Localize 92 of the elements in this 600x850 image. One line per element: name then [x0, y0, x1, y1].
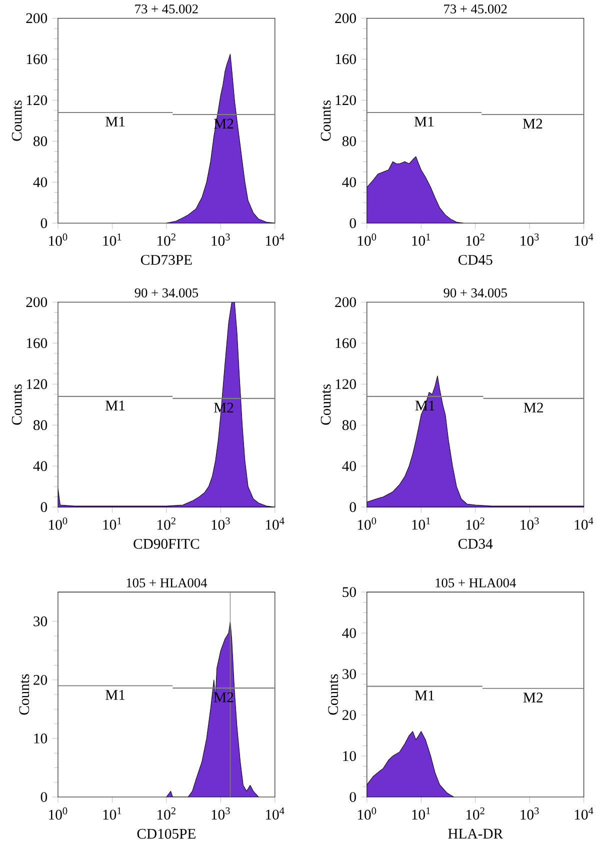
chart-title: 90 + 34.005 [134, 288, 198, 298]
x-tick-label: 10$^{2}$ [466, 234, 484, 246]
x-tick-label: 10$^{4}$ [574, 234, 594, 246]
x-tick-label: 10$^{2}$ [158, 807, 176, 820]
y-tick-label: 160 [336, 54, 356, 64]
y-tick-label: 40 [342, 461, 356, 472]
x-axis-title: CD73PE [141, 254, 192, 265]
x-tick-label: 10$^{0}$ [49, 807, 68, 820]
y-tick-label: 80 [342, 136, 356, 146]
x-tick-label: 10$^{3}$ [520, 807, 539, 820]
annotation: M1 [414, 116, 434, 126]
x-tick-label: 10$^{4}$ [266, 234, 284, 246]
y-axis-title: Counts [320, 100, 331, 141]
x-tick-label: 10$^{0}$ [49, 517, 68, 530]
x-tick-label: 10$^{3}$ [212, 517, 230, 530]
y-axis-title: Counts [328, 674, 338, 715]
y-axis-title: Counts [19, 674, 30, 715]
x-tick-label: 10$^{1}$ [412, 807, 430, 820]
annotation: M1 [414, 690, 434, 700]
x-tick-label: 10$^{4}$ [266, 517, 284, 530]
annotation: M2 [523, 692, 543, 702]
x-tick-label: 10$^{3}$ [520, 234, 539, 246]
y-tick-label: 160 [336, 338, 356, 348]
y-tick-label: 50 [342, 587, 356, 598]
x-axis-title: CD90FITC [134, 538, 200, 549]
x-tick-label: 10$^{0}$ [358, 807, 376, 820]
x-tick-label: 10$^{0}$ [358, 234, 376, 246]
y-tick-label: 0 [350, 792, 356, 802]
x-tick-label: 10$^{1}$ [412, 517, 430, 530]
x-axis-title: HLA-DR [448, 828, 504, 839]
y-tick-label: 120 [26, 379, 48, 390]
y-tick-label: 10 [343, 751, 356, 761]
x-tick-label: 10$^{3}$ [520, 517, 539, 530]
y-tick-label: 40 [33, 461, 48, 472]
x-tick-label: 10$^{3}$ [212, 234, 230, 246]
x-tick-label: 10$^{2}$ [466, 517, 484, 530]
y-tick-label: 0 [40, 792, 48, 802]
chart-title: 105 + HLA004 [436, 578, 516, 588]
annotation: M2 [214, 692, 234, 702]
y-tick-label: 0 [350, 218, 356, 228]
chart-title: 73 + 45.002 [444, 4, 507, 14]
y-tick-label: 200 [335, 297, 356, 308]
y-tick-label: 120 [336, 95, 356, 106]
y-tick-label: 200 [26, 297, 48, 308]
x-tick-label: 10$^{0}$ [358, 517, 376, 530]
y-tick-label: 80 [34, 420, 48, 430]
x-axis-title: CD45 [458, 254, 492, 265]
y-axis-title: Counts [320, 384, 331, 425]
x-tick-label: 10$^{3}$ [212, 807, 230, 820]
y-tick-label: 80 [34, 136, 48, 146]
x-tick-label: 10$^{0}$ [49, 234, 68, 246]
x-axis-title: CD105PE [137, 828, 196, 839]
x-tick-label: 10$^{4}$ [574, 807, 594, 820]
chart-title: 105 + HLA004 [126, 578, 208, 588]
y-tick-label: 160 [26, 338, 48, 348]
chart-title: 90 + 34.005 [444, 288, 508, 298]
y-tick-label: 120 [26, 95, 48, 106]
x-axis-title: CD34 [458, 538, 493, 549]
x-tick-label: 10$^{1}$ [412, 234, 430, 246]
y-tick-label: 30 [34, 616, 48, 626]
y-tick-label: 200 [26, 13, 48, 24]
annotation: M1 [106, 116, 125, 126]
annotation: M1 [106, 690, 125, 700]
chart-title: 73 + 45.002 [135, 4, 198, 14]
y-tick-label: 20 [34, 674, 48, 685]
y-tick-label: 80 [342, 420, 356, 430]
x-tick-label: 10$^{2}$ [466, 807, 484, 820]
y-tick-label: 20 [342, 710, 356, 720]
x-tick-label: 10$^{4}$ [574, 517, 594, 530]
y-tick-label: 0 [350, 502, 356, 512]
annotation: M1 [106, 400, 125, 410]
y-tick-label: 0 [40, 218, 48, 228]
y-tick-label: 40 [33, 177, 48, 188]
y-tick-label: 30 [342, 669, 356, 679]
y-axis-title: Counts [12, 100, 22, 141]
x-tick-label: 10$^{2}$ [158, 234, 176, 246]
annotation: M1 [415, 400, 434, 410]
annotation: M2 [523, 118, 542, 129]
y-tick-label: 40 [342, 177, 356, 188]
y-tick-label: 0 [40, 502, 48, 512]
y-tick-label: 40 [342, 628, 356, 638]
y-tick-label: 200 [335, 13, 356, 24]
y-tick-label: 120 [336, 379, 356, 390]
annotation: M2 [524, 402, 544, 412]
x-tick-label: 10$^{1}$ [103, 234, 122, 246]
y-tick-label: 160 [26, 54, 48, 64]
y-tick-label: 10 [34, 734, 48, 744]
x-tick-label: 10$^{2}$ [158, 517, 176, 530]
x-tick-label: 10$^{1}$ [103, 517, 122, 530]
y-axis-title: Counts [12, 384, 22, 425]
x-tick-label: 10$^{1}$ [103, 807, 122, 820]
x-tick-label: 10$^{4}$ [266, 807, 284, 820]
